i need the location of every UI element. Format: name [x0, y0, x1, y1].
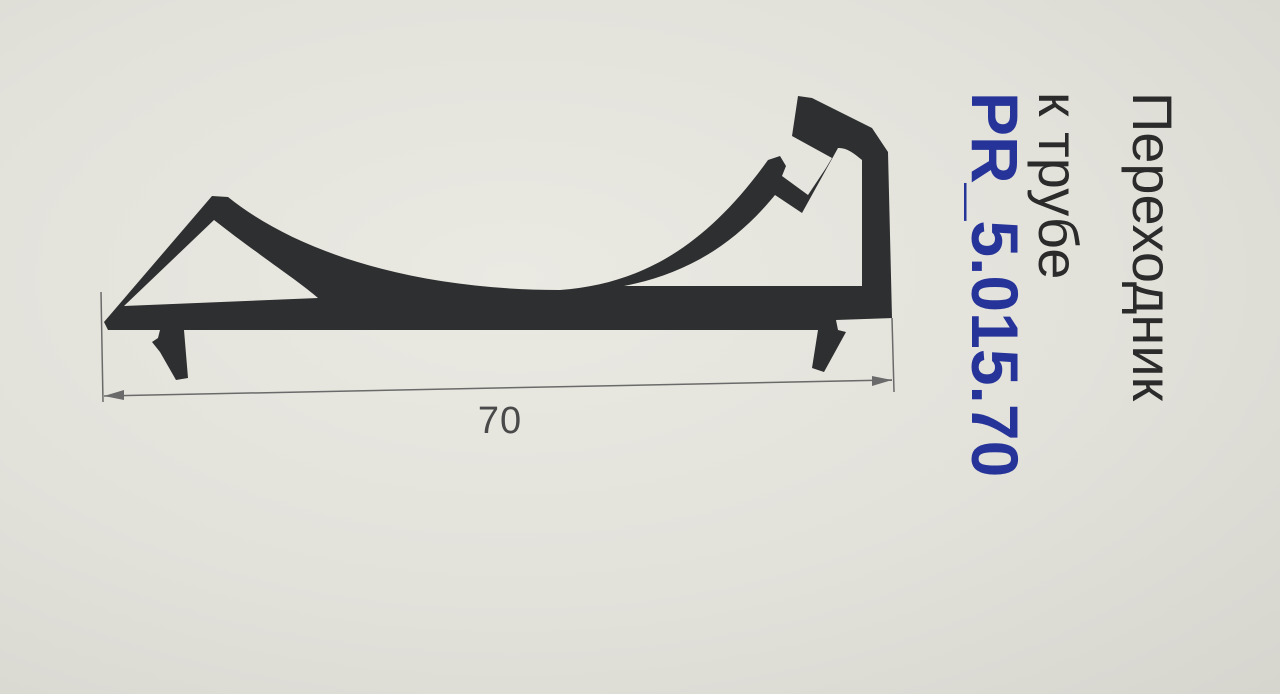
dimension-arrow-left — [104, 390, 124, 400]
dimension-extension-right — [891, 317, 895, 393]
dimension-line — [100, 291, 895, 403]
profile-code: PR_5.015.70 — [958, 92, 1032, 478]
profile-shape — [104, 96, 892, 380]
dimension-main-line — [103, 379, 893, 397]
dimension-extension-left — [100, 291, 104, 403]
dimension-label: 70 — [477, 400, 523, 442]
profile-name-line1: Переходник — [1121, 92, 1184, 402]
profile-name-line2: к трубе — [1027, 92, 1090, 280]
dimension-arrow-right — [872, 376, 892, 386]
